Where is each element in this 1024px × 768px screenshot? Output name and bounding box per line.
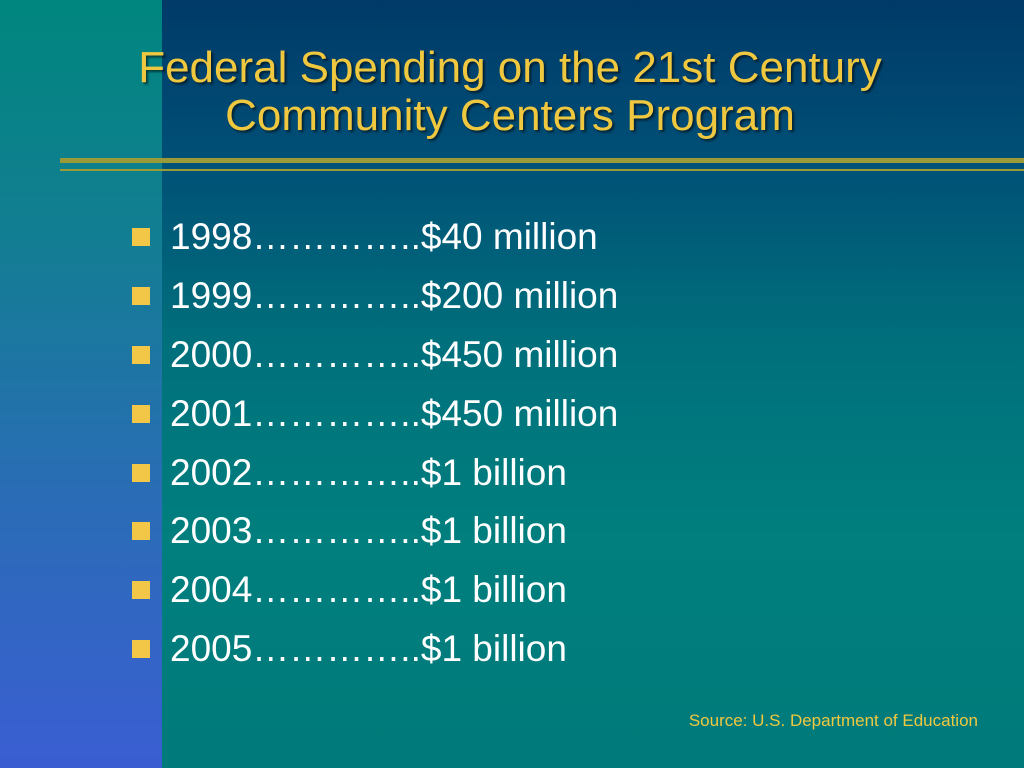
title-rule-thick	[60, 158, 1024, 163]
bullet-text: 2001…………..$450 million	[170, 392, 619, 434]
list-item: 2003…………..$1 billion	[132, 502, 618, 561]
list-item: 2000…………..$450 million	[132, 326, 618, 385]
square-bullet-icon	[132, 404, 150, 423]
square-bullet-icon	[132, 228, 150, 247]
list-item: 1998…………..$40 million	[132, 208, 618, 267]
bullet-list: 1998…………..$40 million 1999…………..$200 mil…	[132, 208, 618, 678]
source-note: Source: U.S. Department of Education	[688, 711, 978, 730]
bullet-text: 2000…………..$450 million	[170, 333, 619, 375]
list-item: 2001…………..$450 million	[132, 384, 618, 443]
square-bullet-icon	[132, 345, 150, 364]
bullet-text: 2002…………..$1 billion	[170, 451, 567, 493]
list-item: 1999…………..$200 million	[132, 267, 618, 326]
bullet-text: 1999…………..$200 million	[170, 275, 619, 317]
bullet-text: 2004…………..$1 billion	[170, 569, 567, 611]
list-item: 2002…………..$1 billion	[132, 443, 618, 502]
title-line-2: Community Centers Program	[225, 91, 795, 140]
bullet-text: 2005…………..$1 billion	[170, 627, 567, 669]
slide-title: Federal Spending on the 21st Century Com…	[60, 44, 960, 140]
square-bullet-icon	[132, 463, 150, 482]
bullet-text: 2003…………..$1 billion	[170, 510, 567, 552]
square-bullet-icon	[132, 287, 150, 306]
list-item: 2005…………..$1 billion	[132, 620, 618, 679]
square-bullet-icon	[132, 639, 150, 658]
square-bullet-icon	[132, 581, 150, 600]
title-line-1: Federal Spending on the 21st Century	[138, 43, 882, 92]
bullet-text: 1998…………..$40 million	[170, 216, 598, 258]
square-bullet-icon	[132, 522, 150, 541]
title-rule-thin	[60, 169, 1024, 171]
list-item: 2004…………..$1 billion	[132, 561, 618, 620]
